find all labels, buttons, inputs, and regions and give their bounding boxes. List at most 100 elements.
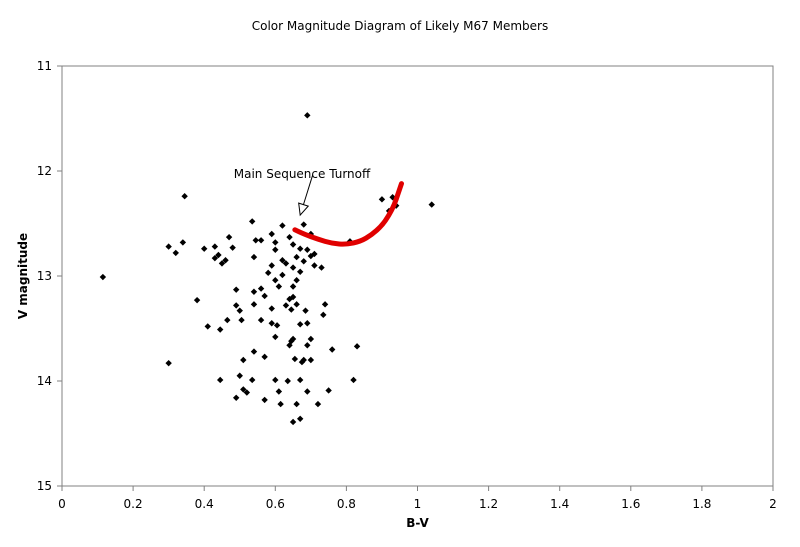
- data-point: [282, 302, 290, 309]
- x-tick-label: 2: [769, 497, 777, 511]
- x-tick-label: 1: [414, 497, 422, 511]
- data-point: [250, 253, 258, 261]
- data-point: [268, 320, 275, 327]
- data-point: [328, 346, 336, 353]
- data-point: [224, 316, 231, 324]
- data-point: [293, 277, 300, 284]
- data-point: [272, 239, 279, 246]
- data-point: [261, 396, 268, 404]
- data-point: [250, 301, 258, 308]
- data-point: [296, 245, 304, 252]
- data-point: [240, 356, 247, 364]
- data-point: [222, 257, 229, 264]
- data-point: [193, 296, 201, 304]
- data-point: [232, 302, 240, 309]
- data-point: [293, 400, 300, 408]
- y-tick-label: 14: [37, 374, 52, 388]
- data-point: [277, 400, 284, 408]
- data-point: [272, 376, 279, 384]
- data-point: [300, 221, 307, 228]
- data-point: [279, 271, 286, 279]
- data-point: [238, 316, 245, 324]
- data-point: [179, 239, 187, 246]
- data-point: [243, 389, 251, 396]
- data-point: [304, 388, 311, 395]
- data-point: [172, 249, 179, 257]
- data-point: [296, 268, 304, 275]
- data-point: [225, 233, 233, 241]
- data-point: [296, 415, 304, 422]
- data-point: [211, 254, 219, 262]
- x-tick-label: 0: [58, 497, 66, 511]
- data-point: [307, 252, 315, 260]
- x-tick-label: 1.8: [692, 497, 711, 511]
- data-point: [257, 316, 265, 324]
- data-point: [428, 201, 435, 208]
- data-point: [268, 230, 275, 238]
- y-axis: 11 12 13 14 15: [37, 59, 62, 493]
- data-point: [284, 377, 291, 385]
- data-point: [289, 264, 297, 271]
- x-tick-label: 0.8: [337, 497, 356, 511]
- data-point: [268, 262, 275, 269]
- data-point: [286, 342, 293, 349]
- data-point: [304, 320, 311, 327]
- data-point: [289, 283, 297, 290]
- chart-title: Color Magnitude Diagram of Likely M67 Me…: [252, 19, 548, 33]
- data-point: [216, 376, 224, 384]
- data-point: [293, 253, 300, 261]
- data-point: [296, 321, 304, 328]
- data-point: [286, 295, 293, 303]
- plot-area: [61, 65, 774, 487]
- data-point: [165, 359, 172, 367]
- main-sequence-turnoff-curve: [292, 181, 405, 247]
- data-point: [378, 196, 386, 203]
- data-point: [248, 376, 256, 384]
- data-point: [201, 245, 208, 252]
- data-point: [321, 301, 329, 308]
- data-point: [282, 260, 290, 267]
- data-point: [165, 243, 172, 250]
- data-point: [304, 342, 311, 349]
- x-axis: 0 0.2 0.4 0.6 0.8 1 1.2 1.4 1.6 1.8 2: [58, 486, 777, 511]
- data-point: [257, 237, 265, 244]
- data-point: [279, 222, 286, 229]
- y-tick-label: 11: [37, 59, 52, 73]
- data-point: [279, 257, 286, 264]
- data-point: [268, 305, 275, 312]
- data-point: [320, 311, 327, 319]
- data-point: [272, 277, 279, 284]
- x-tick-label: 1.6: [621, 497, 640, 511]
- x-axis-label: B-V: [406, 516, 429, 530]
- data-point: [353, 343, 361, 350]
- data-point: [211, 243, 219, 250]
- data-point: [314, 400, 322, 408]
- data-point: [229, 244, 236, 251]
- data-point: [236, 307, 243, 314]
- y-axis-label: V magnitude: [16, 233, 30, 319]
- data-point: [232, 394, 240, 401]
- data-point: [204, 323, 211, 330]
- data-point: [325, 387, 332, 394]
- annotation-label: Main Sequence Turnoff: [234, 167, 371, 181]
- data-point: [296, 376, 304, 384]
- data-point: [215, 251, 222, 259]
- data-point: [307, 356, 315, 364]
- data-point: [311, 262, 318, 269]
- data-point: [261, 292, 268, 300]
- data-point: [257, 285, 265, 292]
- data-point: [289, 418, 297, 426]
- x-tick-label: 1.4: [550, 497, 569, 511]
- data-point: [289, 335, 297, 343]
- data-point: [304, 246, 311, 253]
- data-point: [273, 322, 281, 329]
- data-point: [181, 193, 188, 200]
- data-point: [302, 307, 309, 314]
- data-point: [304, 112, 311, 119]
- data-point: [289, 241, 297, 248]
- data-point: [250, 348, 258, 355]
- data-point: [252, 237, 259, 244]
- data-point: [248, 218, 256, 225]
- scatter-series: [99, 112, 435, 426]
- data-point: [389, 194, 396, 201]
